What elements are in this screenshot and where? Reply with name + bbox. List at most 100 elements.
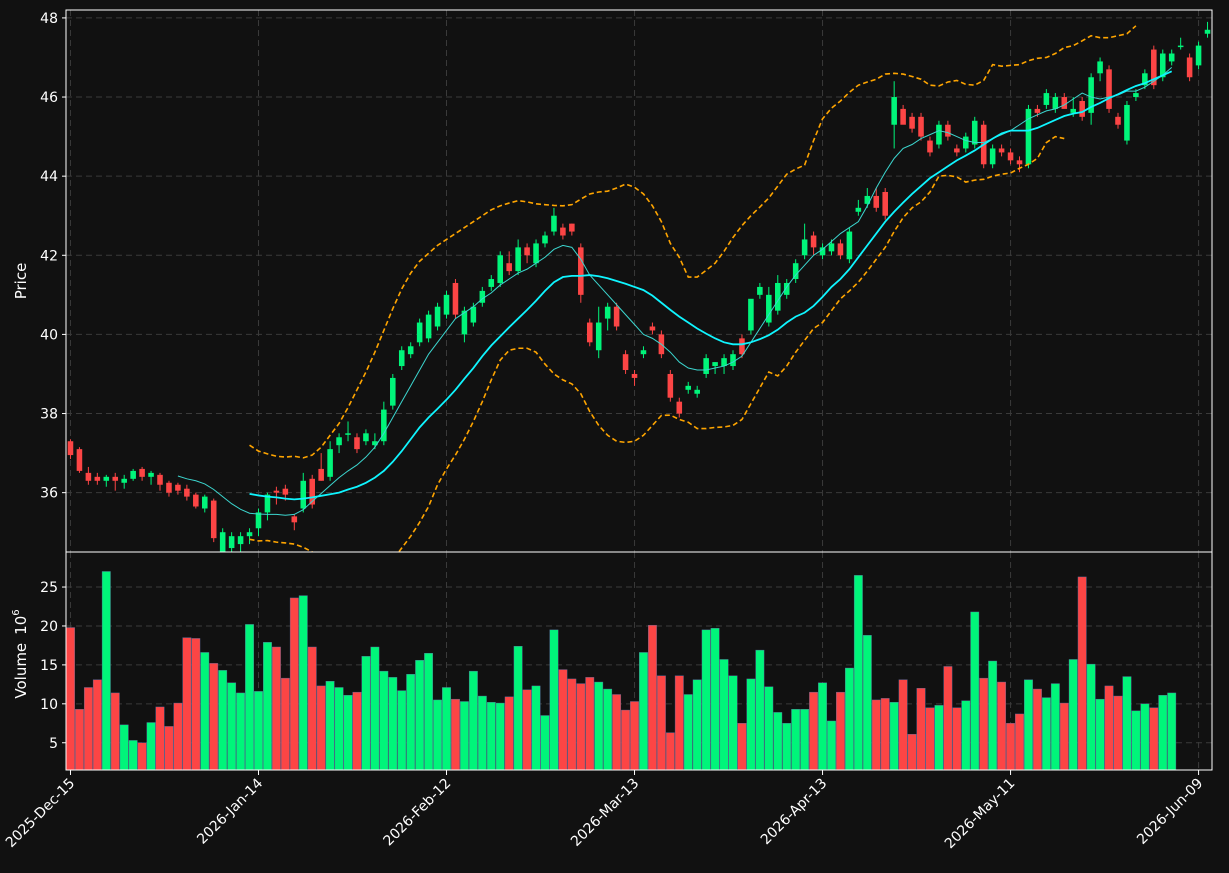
volume-bar xyxy=(236,692,245,771)
volume-bar xyxy=(1167,692,1177,771)
candle-body xyxy=(882,191,888,216)
candle-body xyxy=(1204,29,1211,34)
candle-body xyxy=(219,532,226,552)
candle-body xyxy=(730,354,736,367)
volume-bar xyxy=(737,723,747,771)
candle-body xyxy=(201,496,208,509)
candle-body xyxy=(837,243,844,256)
candle-body xyxy=(76,449,83,471)
candle-body xyxy=(255,512,262,529)
volume-bar xyxy=(504,696,514,771)
candle-body xyxy=(1151,49,1157,86)
candle-body xyxy=(309,478,315,505)
candle-body xyxy=(927,140,933,153)
candle-body xyxy=(157,474,163,485)
candle-body xyxy=(578,247,584,295)
volume-bar xyxy=(567,678,577,771)
candle-body xyxy=(372,441,378,446)
candle-body xyxy=(381,409,387,442)
volume-bar xyxy=(1122,676,1132,771)
candle-body xyxy=(461,310,468,335)
candle-body xyxy=(971,120,978,145)
volume-bar xyxy=(191,638,201,771)
candle-body xyxy=(184,488,190,497)
price-tick-label: 40 xyxy=(40,327,58,343)
volume-bar xyxy=(137,742,147,771)
candle-body xyxy=(103,476,110,481)
volume-bar xyxy=(1131,710,1141,771)
volume-bar xyxy=(1015,713,1024,771)
candle-body xyxy=(936,124,942,145)
candle-body xyxy=(1195,45,1202,66)
volume-bar xyxy=(263,642,272,771)
candle-body xyxy=(1177,45,1184,48)
upper-band-line xyxy=(249,25,1137,459)
volume-bar xyxy=(674,675,684,771)
candle-body xyxy=(506,263,512,272)
volume-bar xyxy=(406,674,416,771)
candle-body xyxy=(1061,97,1068,109)
candle-body xyxy=(622,354,629,371)
volume-bar xyxy=(182,637,192,771)
candle-body xyxy=(613,306,620,327)
volume-bar xyxy=(66,627,75,771)
lower-band-line xyxy=(249,135,1065,552)
volume-bar xyxy=(101,571,111,771)
volume-bar xyxy=(1033,688,1042,771)
volume-bar xyxy=(603,688,613,771)
volume-bar xyxy=(1104,685,1114,771)
volume-bar xyxy=(782,723,792,771)
volume-bar xyxy=(818,682,827,771)
volume-bar xyxy=(943,666,953,771)
volume-bar xyxy=(280,677,290,771)
candle-body xyxy=(112,476,119,481)
volume-bar xyxy=(558,669,568,771)
volume-bar xyxy=(415,660,425,771)
candle-body xyxy=(1133,93,1139,98)
candle-body xyxy=(595,322,602,351)
candle-body xyxy=(327,449,333,477)
volume-bar xyxy=(1068,659,1078,771)
candle-body xyxy=(425,314,432,339)
volume-bar xyxy=(1024,679,1033,771)
volume-bar xyxy=(495,702,505,771)
candle-body xyxy=(676,401,683,414)
volume-bar xyxy=(1158,695,1168,771)
candle-body xyxy=(551,215,557,232)
volume-bar xyxy=(513,646,523,771)
volume-bar xyxy=(889,702,899,771)
volume-bar xyxy=(433,699,442,771)
volume-bar xyxy=(397,690,407,771)
candle-body xyxy=(407,346,414,355)
candle-body xyxy=(246,532,253,537)
volume-bar xyxy=(585,677,595,771)
volume-bar xyxy=(791,709,801,771)
volume-bar xyxy=(621,709,630,771)
candle-body xyxy=(237,536,244,545)
volume-bar xyxy=(898,679,908,771)
candle-body xyxy=(891,97,897,125)
candle-body xyxy=(1079,100,1085,117)
candle-body xyxy=(846,231,853,260)
candle-body xyxy=(300,480,307,509)
candle-body xyxy=(264,494,271,513)
candle-body xyxy=(721,358,727,367)
candle-body xyxy=(963,136,969,149)
volume-bar xyxy=(594,681,604,771)
candle-body xyxy=(1025,108,1032,165)
volume-bar xyxy=(1149,707,1159,771)
candle-body xyxy=(703,358,709,374)
volume-tick-label: 25 xyxy=(40,580,58,596)
volume-bar xyxy=(468,670,478,771)
candle-body xyxy=(273,490,280,493)
candle-body xyxy=(694,389,700,394)
volume-bar xyxy=(728,675,738,771)
candle-body xyxy=(828,243,835,252)
candle-body xyxy=(739,338,745,355)
volume-bar xyxy=(388,677,398,771)
candle-body xyxy=(354,437,360,450)
candle-body xyxy=(291,516,298,523)
volume-bar xyxy=(648,624,657,771)
